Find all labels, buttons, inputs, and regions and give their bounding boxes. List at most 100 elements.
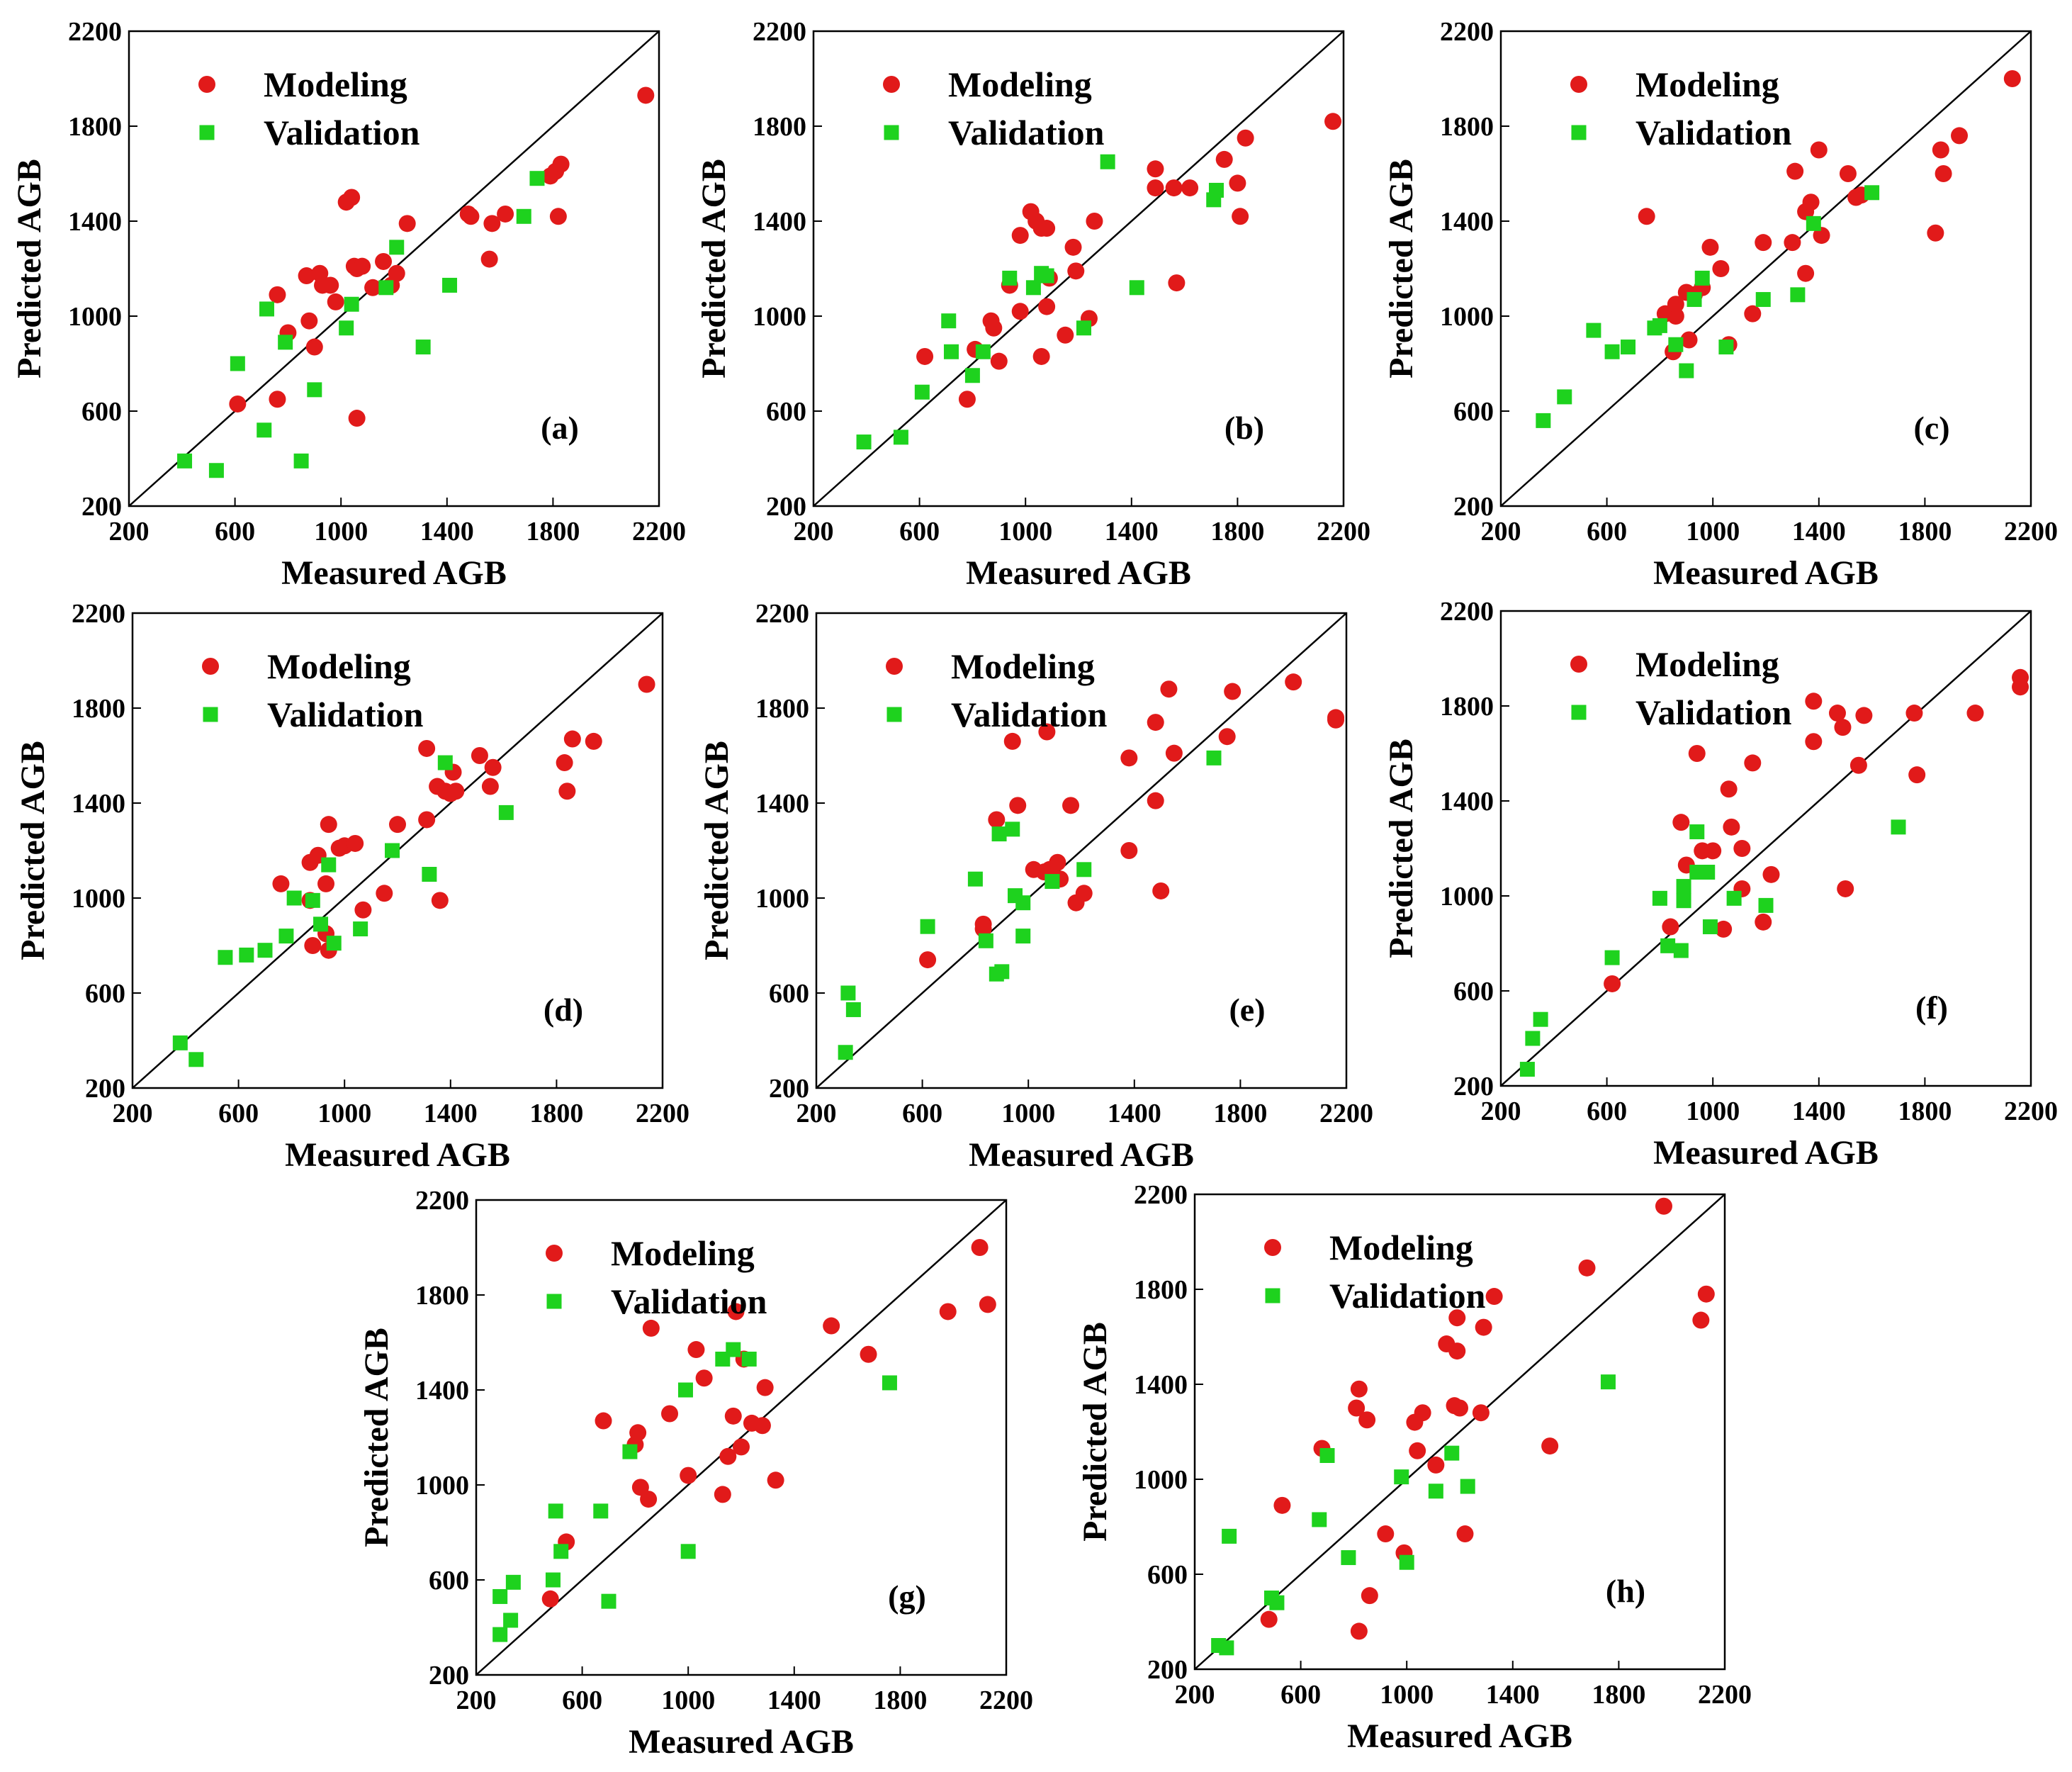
modeling-point <box>1062 797 1080 814</box>
legend: Modeling Validation <box>546 1233 767 1321</box>
validation-point <box>1687 292 1702 308</box>
x-tick-label: 200 <box>113 1099 153 1128</box>
series-modeling <box>916 113 1342 408</box>
validation-point <box>741 1351 757 1367</box>
validation-point <box>239 947 254 963</box>
x-tick-label: 2200 <box>1319 1099 1373 1128</box>
y-tick-label: 1000 <box>72 884 125 914</box>
y-tick-label: 600 <box>1147 1560 1188 1590</box>
modeling-point <box>431 892 449 909</box>
validation-point <box>677 1382 693 1398</box>
x-tick-label: 1400 <box>1108 1099 1161 1128</box>
y-tick-label: 2200 <box>1440 17 1494 47</box>
validation-point <box>1726 890 1742 906</box>
x-axis-label: Measured AGB <box>1653 554 1879 592</box>
x-axis-label: Measured AGB <box>281 554 507 592</box>
x-tick-label: 1800 <box>873 1686 927 1715</box>
validation-point <box>1045 874 1060 890</box>
legend-modeling-marker <box>198 76 215 93</box>
legend-modeling-label: Modeling <box>611 1233 755 1273</box>
validation-point <box>1536 413 1551 428</box>
validation-point <box>914 384 930 400</box>
legend-validation-marker <box>884 125 899 140</box>
validation-point <box>1394 1469 1409 1485</box>
validation-point <box>1208 182 1224 198</box>
x-tick-label: 1800 <box>1210 517 1264 546</box>
modeling-point <box>1152 882 1170 899</box>
legend-validation-marker <box>1571 125 1587 140</box>
y-tick-label: 1400 <box>755 789 809 819</box>
panel-label: (h) <box>1606 1573 1645 1609</box>
x-tick-label: 1000 <box>314 517 368 546</box>
modeling-point <box>1849 756 1867 774</box>
legend: Modeling Validation <box>1570 65 1792 152</box>
validation-point <box>293 453 309 469</box>
validation-point <box>1319 1448 1335 1463</box>
modeling-point <box>979 1296 996 1313</box>
modeling-point <box>1237 129 1254 147</box>
validation-point <box>516 208 531 224</box>
x-tick-label: 600 <box>562 1686 602 1715</box>
modeling-point <box>497 205 514 223</box>
panel-label: (c) <box>1913 410 1949 446</box>
validation-point <box>1652 318 1667 333</box>
modeling-point <box>637 86 655 104</box>
validation-point <box>188 1052 204 1067</box>
series-validation <box>177 171 545 478</box>
y-axis-label: Predicted AGB <box>358 1328 395 1547</box>
x-tick-label: 1400 <box>1792 517 1846 546</box>
modeling-point <box>418 811 436 829</box>
x-tick-label: 1000 <box>1380 1680 1434 1710</box>
modeling-point <box>552 155 570 173</box>
validation-point <box>545 1572 561 1588</box>
modeling-point <box>1810 141 1828 159</box>
legend-validation-label: Validation <box>951 695 1108 734</box>
y-tick-label: 200 <box>429 1661 469 1690</box>
x-tick-label: 200 <box>1481 517 1521 546</box>
modeling-point <box>1224 683 1241 700</box>
x-tick-label: 1000 <box>317 1099 371 1128</box>
validation-point <box>941 313 957 329</box>
x-tick-label: 1000 <box>998 517 1052 546</box>
plot-frame <box>1499 30 2032 508</box>
y-tick-label: 1800 <box>68 112 122 142</box>
validation-point <box>278 929 294 944</box>
validation-point <box>313 916 329 932</box>
series-modeling <box>1638 70 2021 361</box>
modeling-point <box>1327 709 1345 727</box>
modeling-point <box>1260 1610 1278 1628</box>
panel-b: 200 600 1000 1400 1800 2200 200 600 1000 1400 1800… <box>695 17 1370 592</box>
modeling-point <box>1733 840 1751 857</box>
y-tick-label: 1800 <box>1440 692 1494 722</box>
legend-modeling-marker <box>883 76 900 93</box>
y-tick-label: 200 <box>766 492 806 522</box>
modeling-point <box>1147 792 1164 809</box>
x-tick-label: 200 <box>1481 1097 1521 1126</box>
y-tick-label: 1000 <box>1134 1465 1188 1495</box>
series-validation <box>838 750 1222 1060</box>
modeling-point <box>462 208 480 225</box>
modeling-point <box>317 875 335 892</box>
legend-modeling-marker <box>202 658 219 675</box>
y-tick-label: 200 <box>1453 492 1494 522</box>
x-tick-label: 1400 <box>420 517 474 546</box>
modeling-point <box>1009 797 1027 814</box>
validation-point <box>326 936 342 951</box>
x-tick-label: 600 <box>218 1099 259 1128</box>
y-tick-label: 600 <box>769 979 809 1009</box>
validation-point <box>1399 1554 1414 1570</box>
series-validation <box>1211 1374 1616 1656</box>
modeling-point <box>733 1438 750 1456</box>
legend-validation-marker <box>1571 705 1587 720</box>
modeling-point <box>1451 1399 1468 1417</box>
validation-point <box>278 335 293 350</box>
modeling-point <box>1755 234 1772 252</box>
panel-label: (d) <box>544 992 583 1028</box>
series-modeling <box>541 1239 996 1608</box>
series-modeling <box>272 675 655 959</box>
modeling-point <box>1855 707 1873 724</box>
panel-label: (e) <box>1229 992 1265 1028</box>
validation-point <box>1005 821 1020 837</box>
y-tick-label: 2200 <box>72 599 125 629</box>
